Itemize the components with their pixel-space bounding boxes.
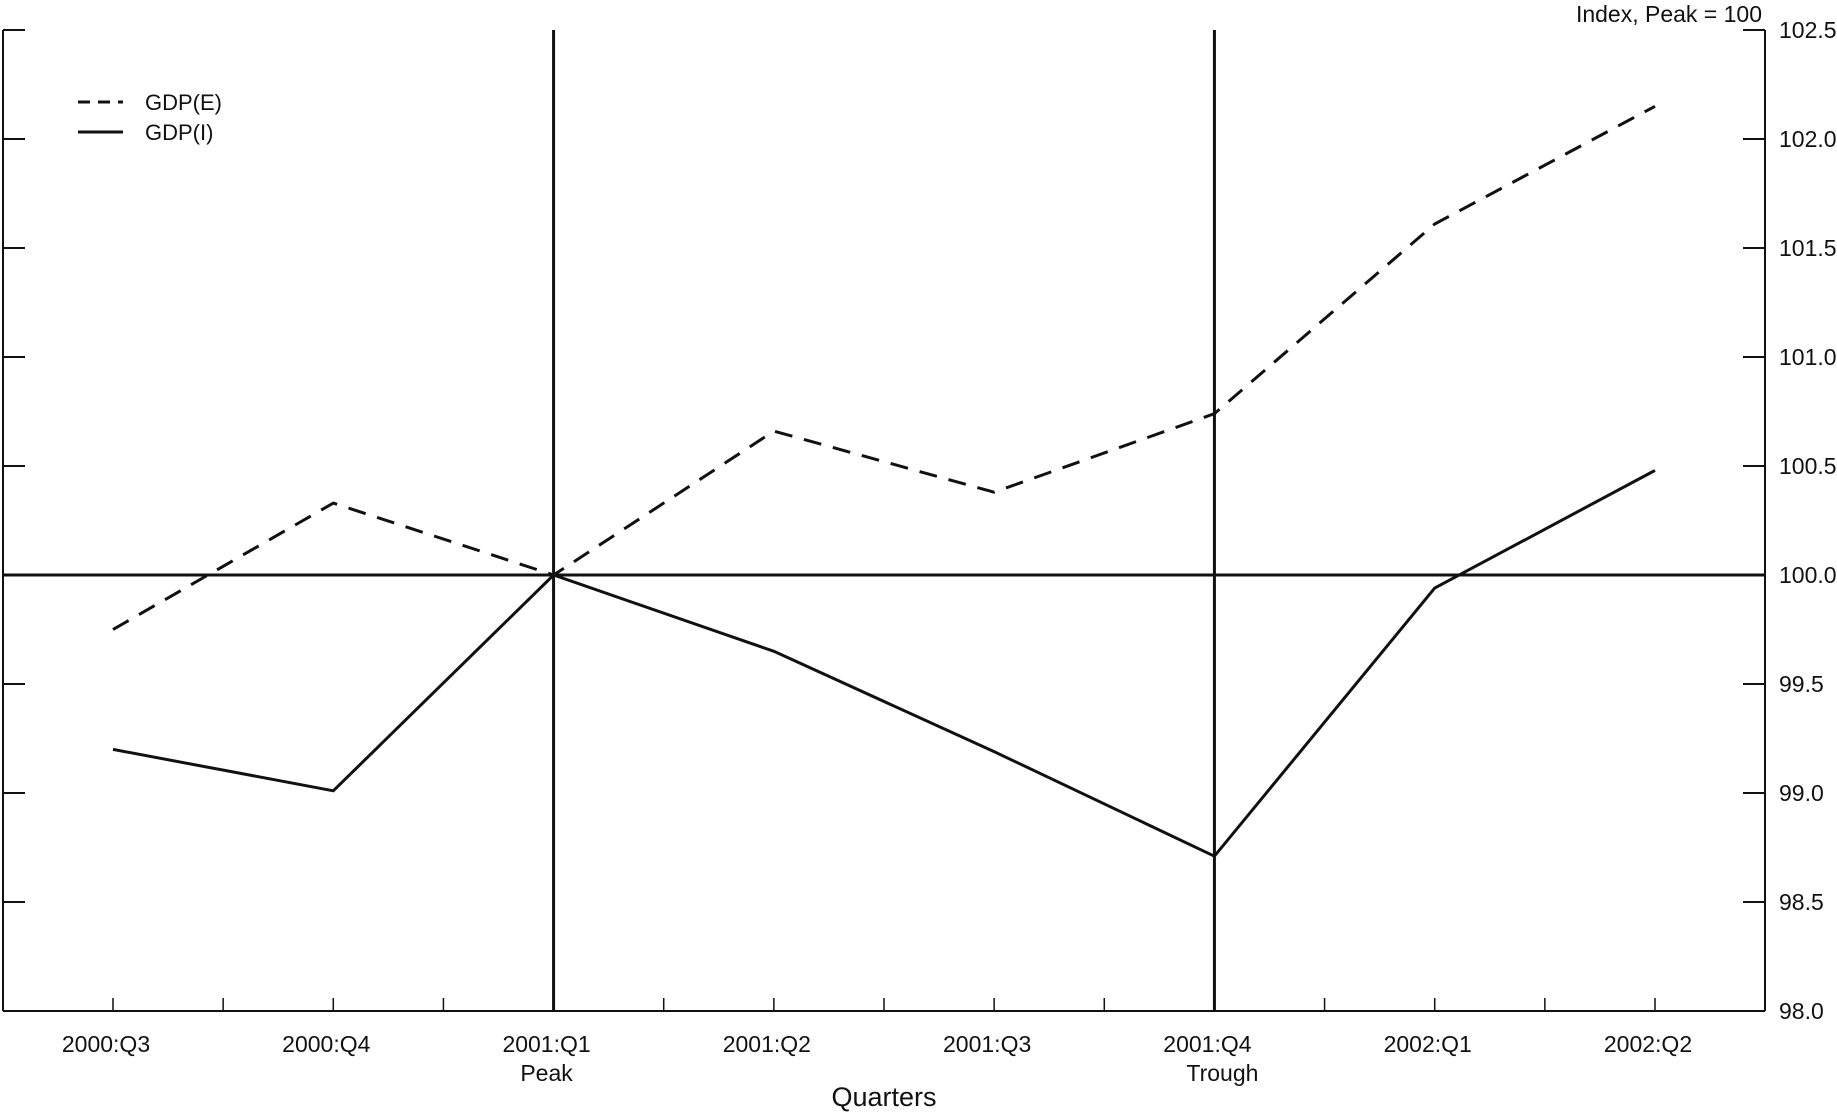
- legend-label-gdp-e: GDP(E): [145, 90, 222, 115]
- y-tick-label: 98.0: [1779, 998, 1824, 1024]
- y-tick-label: 100.5: [1779, 453, 1837, 479]
- series-line-gdp-e: [112, 104, 1656, 631]
- legend: GDP(E) GDP(I): [78, 90, 222, 145]
- x-tick-label: 2001:Q3: [943, 1031, 1031, 1057]
- x-tick-label: 2000:Q4: [282, 1031, 370, 1057]
- x-axis: 2000:Q3 2000:Q4 2001:Q1 2001:Q2 2001:Q3 2001:…: [62, 998, 1692, 1086]
- y-axis: 98.0 98.5 99.0 99.5 100.0 100.5 101.0 101.5 102.…: [3, 17, 1837, 1024]
- y-tick-label: 100.0: [1779, 562, 1837, 588]
- series-layer: [112, 104, 1656, 859]
- reference-lines: [3, 30, 1765, 1011]
- y-tick-label: 101.0: [1779, 344, 1837, 370]
- y-tick-label: 101.5: [1779, 235, 1837, 261]
- y-tick-label: 102.0: [1779, 126, 1837, 152]
- y-axis-unit-label: Index, Peak = 100: [1576, 1, 1762, 27]
- plot-frame: [2, 29, 1766, 1012]
- y-tick-label: 99.5: [1779, 671, 1824, 697]
- x-tick-label: 2002:Q1: [1384, 1031, 1472, 1057]
- x-tick-label: 2000:Q3: [62, 1031, 150, 1057]
- x-tick-label: 2001:Q2: [723, 1031, 811, 1057]
- x-tick-label: 2001:Q1: [502, 1031, 590, 1057]
- y-tick-label: 99.0: [1779, 780, 1824, 806]
- x-category-note-peak: Peak: [520, 1060, 573, 1086]
- x-tick-label: 2001:Q4: [1163, 1031, 1251, 1057]
- y-tick-label: 102.5: [1779, 17, 1837, 43]
- y-tick-label: 98.5: [1779, 889, 1824, 915]
- x-axis-title: Quarters: [831, 1082, 936, 1112]
- series-line-gdp-i: [112, 469, 1656, 859]
- x-category-note-trough: Trough: [1186, 1060, 1258, 1086]
- legend-label-gdp-i: GDP(I): [145, 120, 213, 145]
- x-tick-label: 2002:Q2: [1604, 1031, 1692, 1057]
